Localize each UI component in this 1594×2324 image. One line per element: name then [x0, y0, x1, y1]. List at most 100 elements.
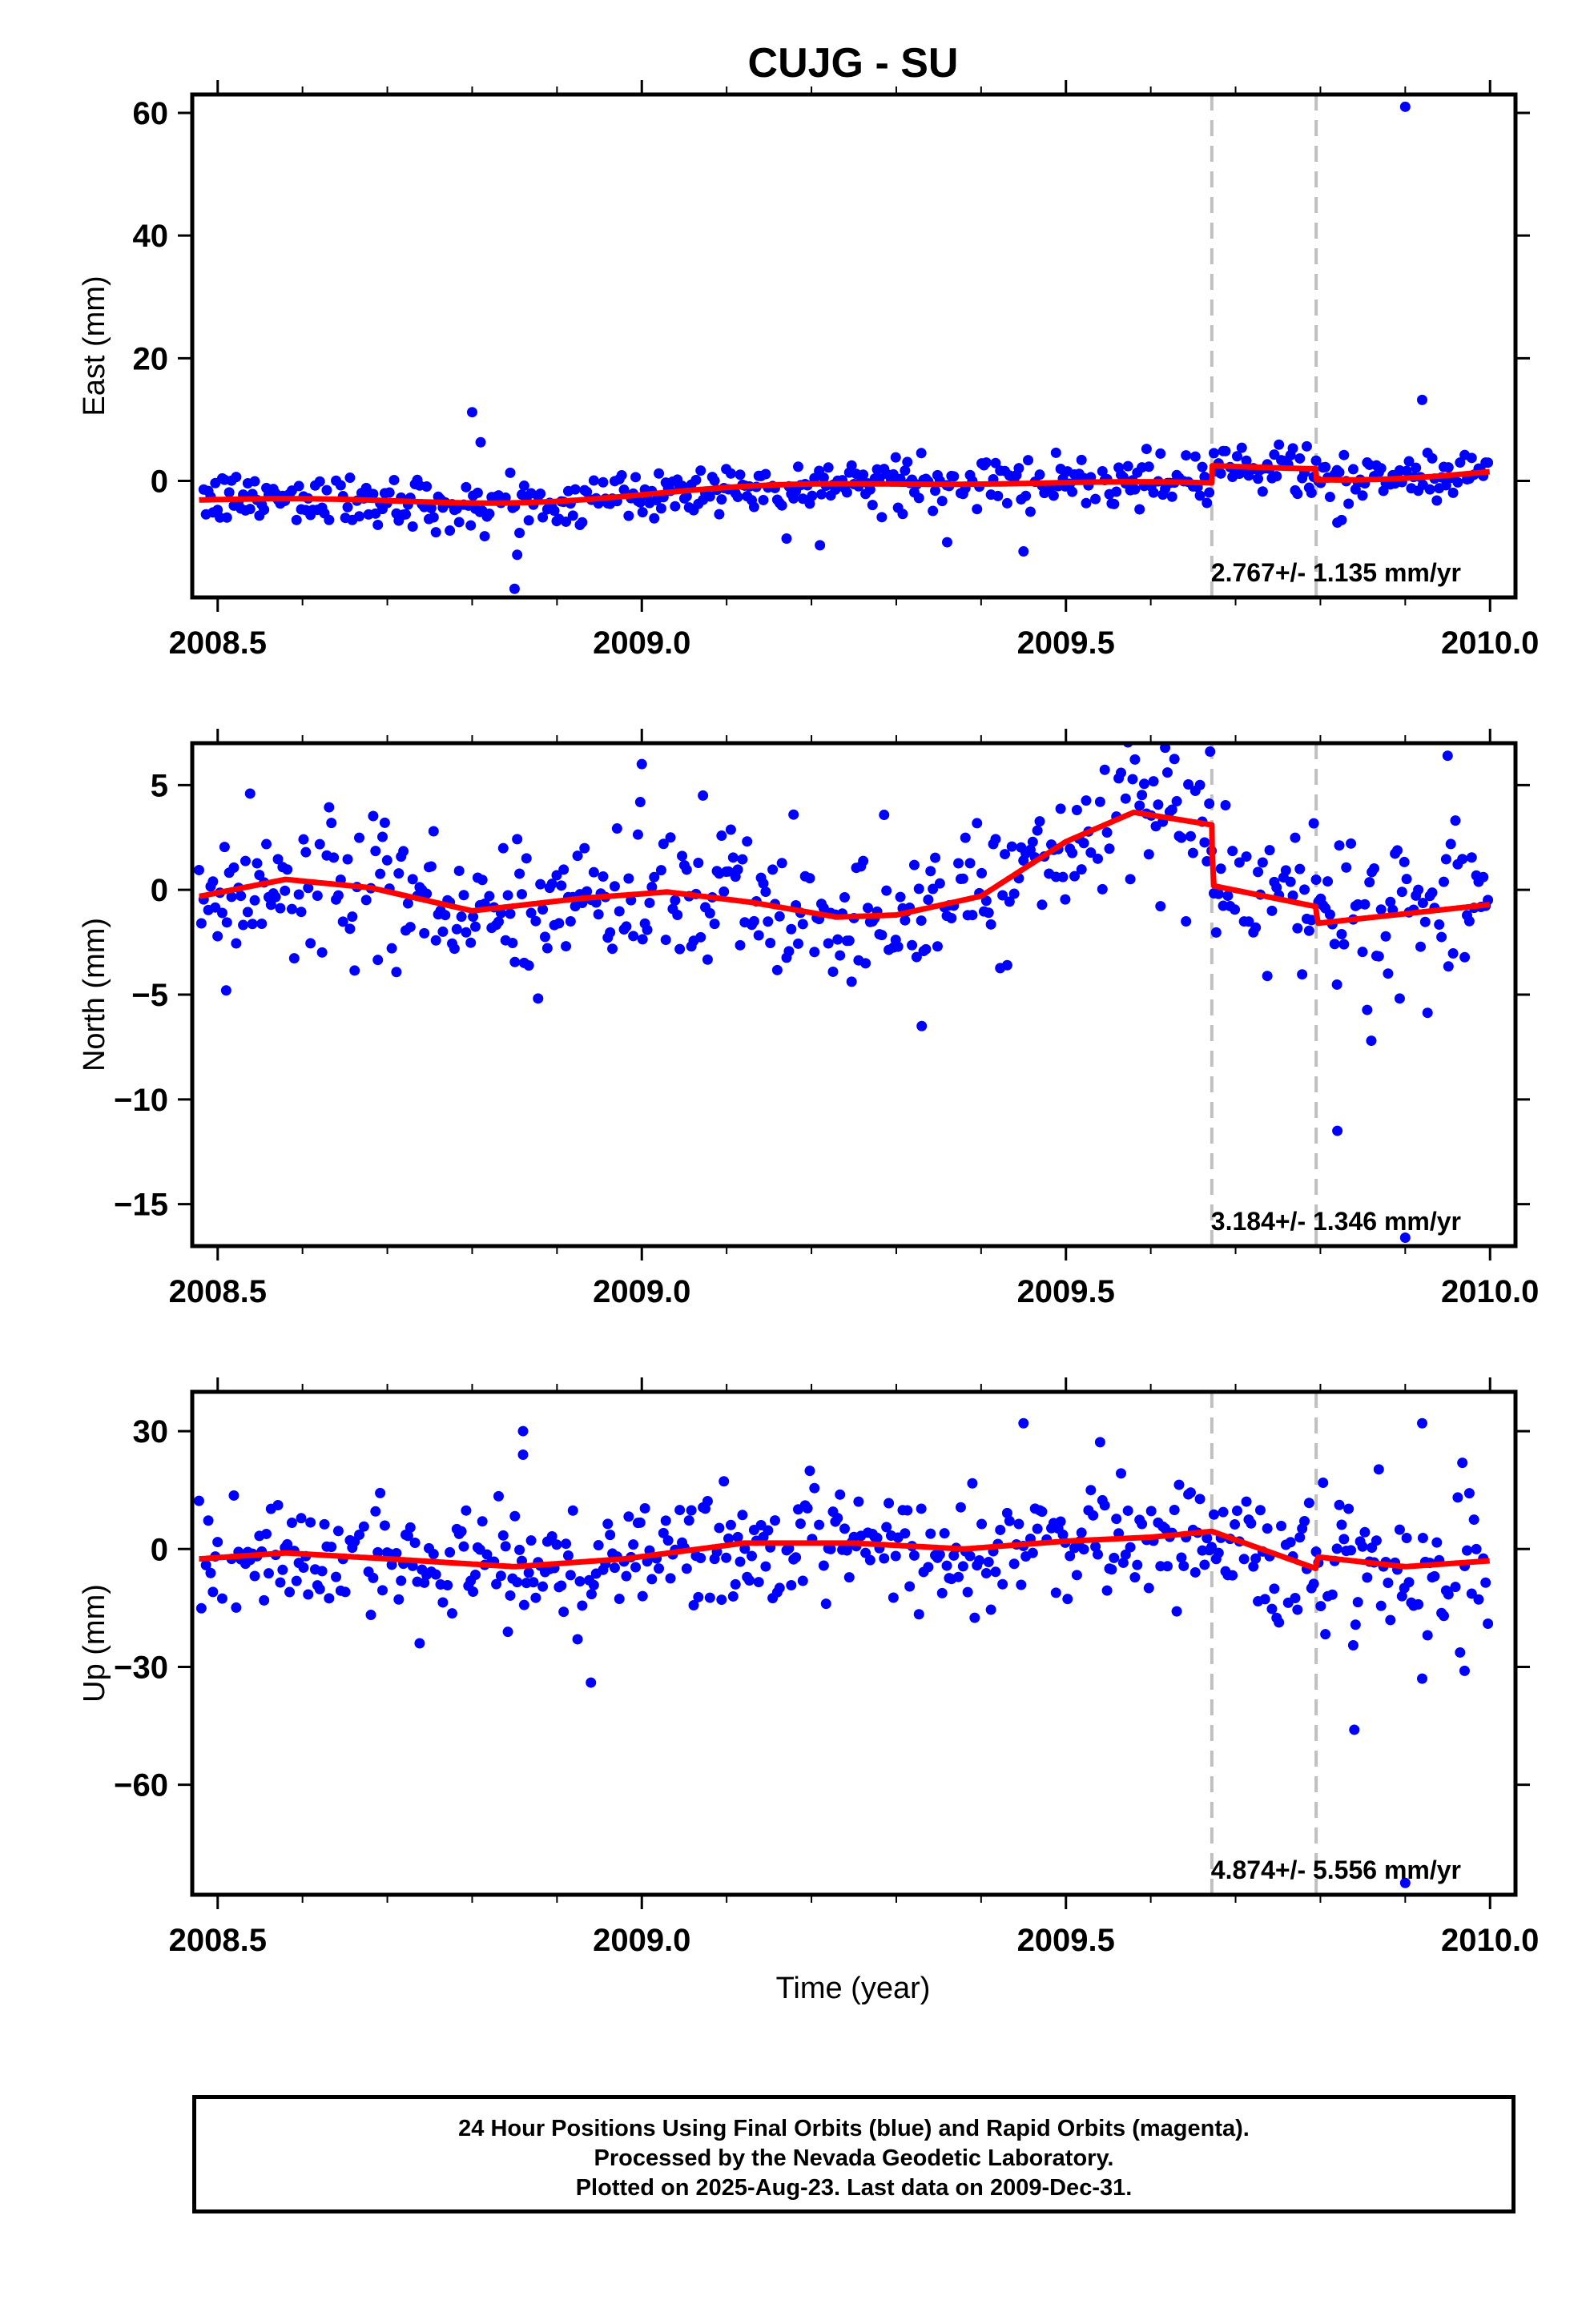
data-point [913, 883, 924, 895]
data-point [1320, 1629, 1331, 1640]
gps-time-series-figure: CUJG - SU 2008.5 2009.0 2009.5 2010.0 0 20 40 6… [78, 40, 1539, 2005]
data-point [1204, 798, 1215, 810]
data-point [493, 916, 504, 927]
data-point [458, 1541, 469, 1552]
data-point [340, 1586, 351, 1598]
data-point [558, 864, 570, 875]
data-point [1032, 825, 1043, 836]
data-point [1076, 454, 1087, 465]
data-point [1483, 457, 1494, 468]
data-point [195, 918, 207, 929]
data-point [1403, 1577, 1415, 1588]
data-point [1332, 1125, 1343, 1136]
data-point [469, 921, 481, 932]
data-point [1120, 793, 1131, 804]
data-point [1308, 818, 1319, 829]
data-point [354, 1530, 365, 1541]
data-point [1417, 1673, 1428, 1684]
data-point [572, 1634, 583, 1645]
data-point [928, 883, 939, 895]
data-point [1171, 796, 1182, 807]
data-point [277, 1564, 288, 1575]
footer-line-3: Plotted on 2025-Aug-23. Last data on 200… [575, 2175, 1133, 2201]
data-point [1306, 915, 1317, 926]
data-point [614, 906, 625, 917]
panel-up: 2008.5 2009.0 2009.5 2010.0 −60 −30 0 30 Up (mm)… [78, 1377, 1539, 1958]
data-point [275, 903, 286, 914]
data-point [484, 509, 495, 520]
data-point [716, 494, 727, 505]
data-point [242, 907, 253, 918]
data-point [853, 1496, 864, 1507]
data-point [1008, 1558, 1020, 1570]
data-point [1380, 931, 1391, 942]
data-point [1290, 1592, 1301, 1603]
data-point [884, 1498, 895, 1509]
data-point [862, 903, 873, 914]
data-point [1204, 487, 1215, 498]
data-point [934, 1549, 945, 1560]
data-point [902, 456, 913, 468]
data-point [386, 1559, 397, 1570]
data-point [1178, 731, 1189, 742]
data-point [1169, 1505, 1180, 1516]
data-point [477, 1516, 488, 1527]
data-point [445, 525, 456, 537]
data-point [588, 475, 599, 486]
data-point [876, 930, 888, 941]
data-point [990, 834, 1001, 845]
data-point [326, 818, 337, 829]
data-point [1347, 464, 1359, 475]
data-point [1129, 484, 1141, 495]
x-tick-label: 2010.0 [1441, 625, 1539, 661]
data-point [1274, 439, 1285, 450]
data-point [1138, 778, 1149, 790]
data-point [681, 864, 692, 875]
data-point [1194, 490, 1206, 501]
data-point [1143, 461, 1154, 472]
plot-frame [190, 92, 1518, 600]
data-points [193, 729, 1494, 1244]
data-point [282, 1538, 293, 1550]
data-point [1199, 471, 1210, 482]
data-point [384, 487, 395, 498]
data-point [1241, 455, 1252, 466]
data-point [654, 468, 665, 479]
data-point [747, 1550, 758, 1562]
data-point [428, 826, 439, 837]
data-point [1024, 506, 1036, 517]
data-point [767, 864, 779, 875]
data-point [1118, 729, 1129, 739]
data-point [1006, 841, 1017, 852]
data-point [1294, 863, 1306, 875]
data-point [781, 533, 792, 544]
data-point [1343, 498, 1354, 509]
y-tick-label: 30 [133, 1414, 169, 1449]
data-point [372, 955, 384, 966]
data-point [1250, 922, 1262, 933]
data-point [1466, 452, 1477, 464]
data-point [349, 965, 360, 976]
data-point [985, 1604, 996, 1615]
data-point [658, 1527, 669, 1538]
panel-east: 2008.5 2009.0 2009.5 2010.0 0 20 40 60 East (mm)… [78, 80, 1539, 661]
data-point [827, 966, 839, 977]
data-point [1285, 1537, 1296, 1548]
data-point [1111, 1514, 1122, 1525]
data-point [948, 471, 960, 482]
data-point [976, 1518, 988, 1530]
data-point [1090, 493, 1101, 505]
data-point [347, 911, 358, 923]
data-point [407, 521, 418, 532]
x-tick-label: 2010.0 [1441, 1923, 1539, 1958]
data-point [305, 1517, 316, 1528]
data-point [716, 830, 727, 842]
data-point [923, 1562, 934, 1573]
data-point [1419, 916, 1431, 927]
data-point [1060, 894, 1071, 905]
data-point [505, 908, 516, 919]
y-tick-label: 0 [151, 1532, 168, 1567]
data-point [1231, 451, 1242, 462]
data-point [1185, 1487, 1196, 1498]
data-point [370, 846, 381, 857]
